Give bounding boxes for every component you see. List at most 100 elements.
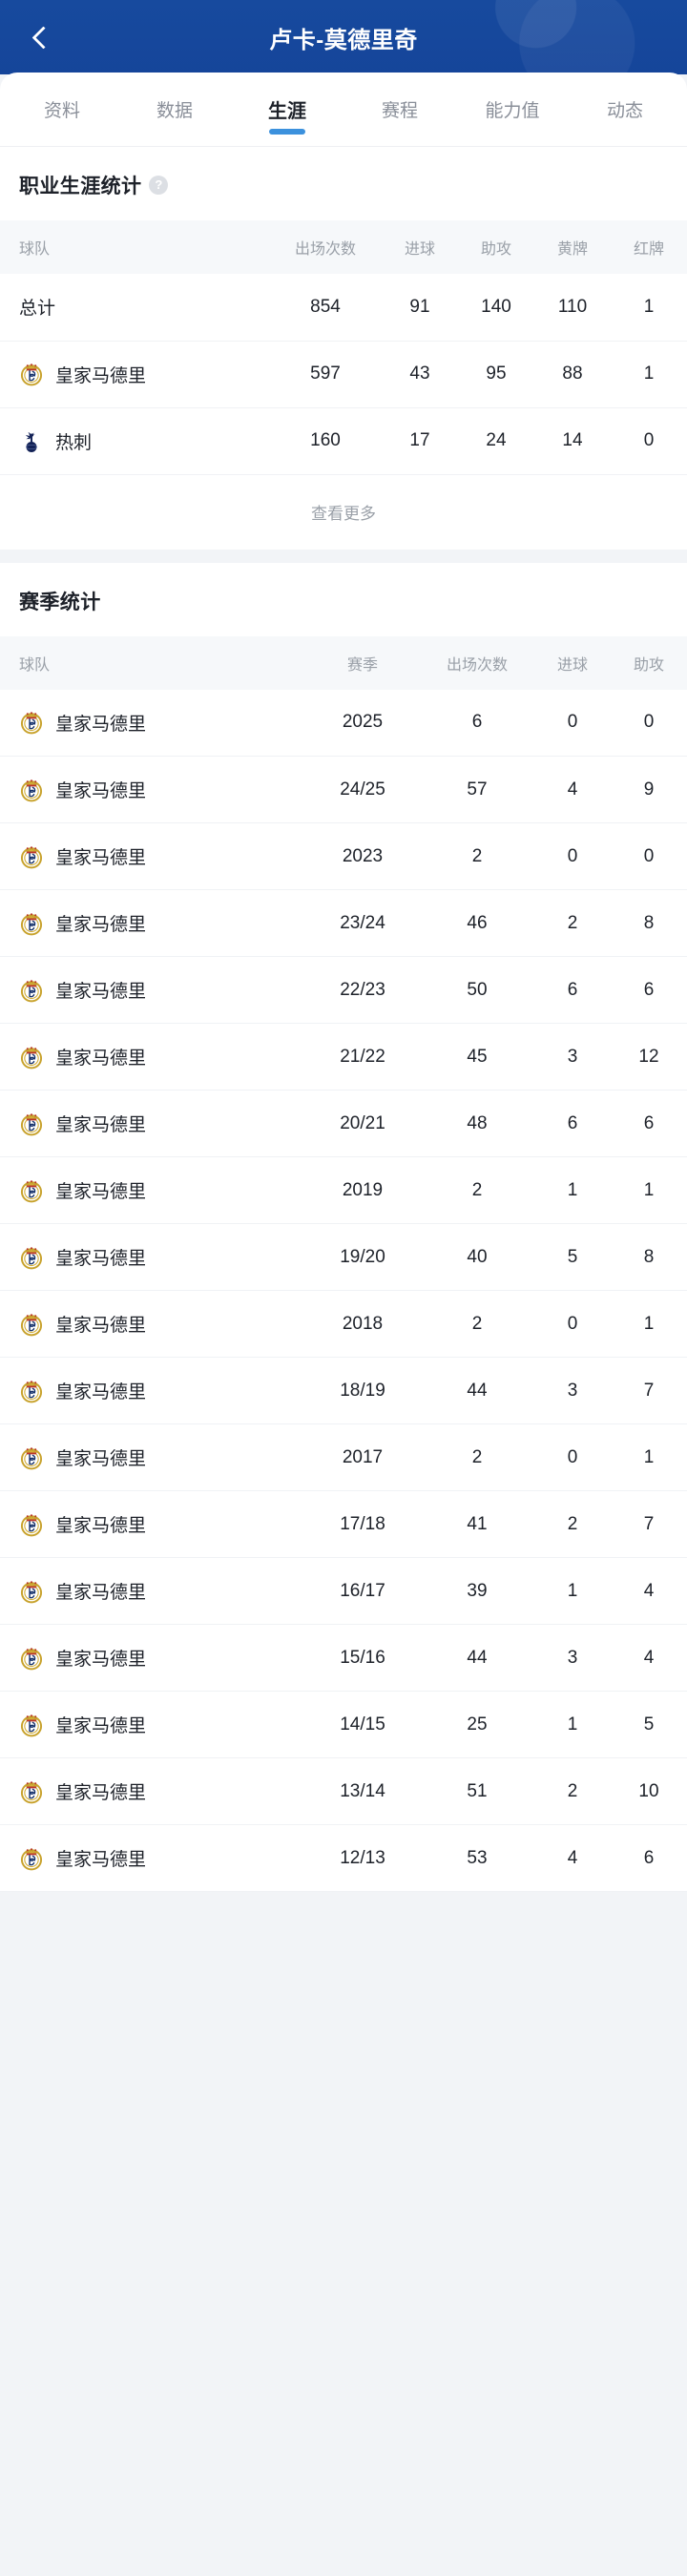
season-table-row[interactable]: 皇家马德里 2025 6 0 0: [0, 690, 687, 757]
real-madrid-crest: [20, 1380, 43, 1402]
season-col-header-4: 助攻: [633, 656, 664, 674]
team-name: 皇家马德里: [55, 781, 147, 801]
tab-0[interactable]: 资料: [6, 73, 118, 146]
season-assists-cell: 4: [643, 1580, 655, 1601]
season-appearances-cell: 41: [467, 1513, 488, 1534]
season-appearances-cell: 2: [471, 1179, 483, 1200]
tab-3[interactable]: 赛程: [344, 73, 456, 146]
season-goals-cell: 0: [567, 712, 578, 733]
season-assists-cell: 12: [638, 1046, 659, 1067]
career-red-cell: 1: [643, 364, 655, 384]
real-madrid-crest: [20, 1847, 43, 1870]
season-table-row[interactable]: 皇家马德里 21/22 45 3 12: [0, 1024, 687, 1091]
season-goals-cell: 2: [567, 1780, 578, 1801]
season-table-row[interactable]: 皇家马德里 13/14 51 2 10: [0, 1758, 687, 1825]
real-madrid-crest: [20, 1446, 43, 1469]
season-appearances-cell: 25: [467, 1714, 488, 1735]
season-table-row[interactable]: 皇家马德里 2019 2 1 1: [0, 1157, 687, 1224]
real-madrid-crest: [20, 1780, 43, 1803]
career-table-row[interactable]: 皇家马德里 597 43 95 88 1: [0, 341, 687, 407]
team-name: 皇家马德里: [55, 1382, 147, 1402]
season-table-row[interactable]: 皇家马德里 18/19 44 3 7: [0, 1358, 687, 1424]
team-name: 皇家马德里: [55, 1115, 147, 1135]
season-table-row[interactable]: 皇家马德里 23/24 46 2 8: [0, 890, 687, 957]
season-appearances-cell: 44: [467, 1380, 488, 1401]
season-season-cell: 2023: [342, 845, 384, 866]
season-table-row[interactable]: 皇家马德里 2017 2 0 1: [0, 1424, 687, 1491]
tab-label: 数据: [156, 101, 193, 121]
season-appearances-cell: 57: [467, 779, 488, 800]
season-appearances-cell: 40: [467, 1246, 488, 1267]
real-madrid-crest: [20, 1580, 43, 1603]
real-madrid-crest: [20, 1714, 43, 1736]
career-red-cell: 0: [643, 430, 655, 450]
season-goals-cell: 3: [567, 1380, 578, 1401]
season-table-row[interactable]: 皇家马德里 19/20 40 5 8: [0, 1224, 687, 1291]
season-goals-cell: 0: [567, 845, 578, 866]
season-table-row[interactable]: 皇家马德里 24/25 57 4 9: [0, 757, 687, 823]
career-table-body: 总计 854 91 140 110 1 皇家马德里 597 43 95 88 1 热刺 160 17 24 14…: [0, 274, 687, 474]
career-stats-table: 球队 出场次数 进球 助攻 黄牌 红牌 总计 854 91 140 110 1 皇家马德里 597 43 9…: [0, 220, 687, 475]
career-yellow-cell: 14: [562, 430, 583, 450]
real-madrid-crest: [20, 1647, 43, 1670]
season-team-cell: 皇家马德里: [0, 1024, 305, 1091]
season-assists-cell: 0: [643, 712, 655, 733]
season-assists-cell: 9: [643, 779, 655, 800]
career-view-more-link[interactable]: 查看更多: [311, 505, 376, 523]
season-table-row[interactable]: 皇家马德里 12/13 53 4 6: [0, 1825, 687, 1892]
career-table-row[interactable]: 热刺 160 17 24 14 0: [0, 407, 687, 474]
career-appearances-cell: 160: [310, 430, 341, 450]
season-table-body: 皇家马德里 2025 6 0 0 皇家马德里 24/25 57 4 9 皇家马德里 2023 2 0 0 皇家…: [0, 690, 687, 1892]
season-season-cell: 24/25: [340, 779, 385, 800]
tab-label: 生涯: [268, 101, 306, 122]
season-appearances-cell: 50: [467, 979, 488, 1000]
season-season-cell: 2019: [342, 1179, 384, 1200]
tab-4[interactable]: 能力值: [456, 73, 569, 146]
season-season-cell: 13/14: [340, 1780, 385, 1801]
season-table-row[interactable]: 皇家马德里 20/21 48 6 6: [0, 1091, 687, 1157]
help-icon[interactable]: ?: [149, 176, 169, 195]
season-season-cell: 14/15: [340, 1714, 385, 1735]
season-team-cell: 皇家马德里: [0, 1291, 305, 1358]
season-table-row[interactable]: 皇家马德里 17/18 41 2 7: [0, 1491, 687, 1558]
season-team-cell: 皇家马德里: [0, 1558, 305, 1625]
season-goals-cell: 5: [567, 1246, 578, 1267]
career-table-row[interactable]: 总计 854 91 140 110 1: [0, 274, 687, 341]
season-team-cell: 皇家马德里: [0, 1358, 305, 1424]
season-goals-cell: 1: [567, 1714, 578, 1735]
career-col-header-3: 助攻: [480, 241, 511, 258]
season-team-cell: 皇家马德里: [0, 1491, 305, 1558]
career-table-header-row: 球队 出场次数 进球 助攻 黄牌 红牌: [0, 220, 687, 274]
season-appearances-cell: 48: [467, 1112, 488, 1133]
tab-bar: 资料 数据 生涯 赛程 能力值 动态: [0, 73, 687, 147]
season-season-cell: 2018: [342, 1313, 384, 1334]
season-table-row[interactable]: 皇家马德里 14/15 25 1 5: [0, 1692, 687, 1758]
team-name: 皇家马德里: [55, 1716, 147, 1736]
career-col-header-0: 球队: [19, 241, 51, 258]
season-team-cell: 皇家马德里: [0, 1825, 305, 1892]
season-team-cell: 皇家马德里: [0, 1424, 305, 1491]
season-season-cell: 18/19: [340, 1380, 385, 1401]
season-goals-cell: 6: [567, 979, 578, 1000]
season-stats-table: 球队 赛季 出场次数 进球 助攻 皇家马德里 2025 6 0 0 皇家马德里 24/25 57 4 9 皇…: [0, 635, 687, 1893]
real-madrid-crest: [20, 1179, 43, 1202]
tab-2[interactable]: 生涯: [231, 73, 344, 146]
tab-1[interactable]: 数据: [118, 73, 231, 146]
season-assists-cell: 10: [638, 1780, 659, 1801]
season-table-row[interactable]: 皇家马德里 22/23 50 6 6: [0, 957, 687, 1024]
season-table-row[interactable]: 皇家马德里 16/17 39 1 4: [0, 1558, 687, 1625]
career-team-cell: 热刺: [0, 407, 269, 474]
tab-5[interactable]: 动态: [569, 73, 681, 146]
career-goals-cell: 17: [409, 430, 430, 450]
season-goals-cell: 0: [567, 1446, 578, 1467]
season-appearances-cell: 2: [471, 1313, 483, 1334]
real-madrid-crest: [20, 912, 43, 935]
season-table-row[interactable]: 皇家马德里 2023 2 0 0: [0, 823, 687, 890]
season-season-cell: 23/24: [340, 912, 385, 933]
season-table-row[interactable]: 皇家马德里 2018 2 0 1: [0, 1291, 687, 1358]
tab-label: 动态: [606, 101, 643, 121]
team-name: 皇家马德里: [55, 1449, 147, 1469]
season-season-cell: 15/16: [340, 1647, 385, 1668]
season-table-row[interactable]: 皇家马德里 15/16 44 3 4: [0, 1625, 687, 1692]
career-team-cell: 总计: [0, 274, 269, 341]
